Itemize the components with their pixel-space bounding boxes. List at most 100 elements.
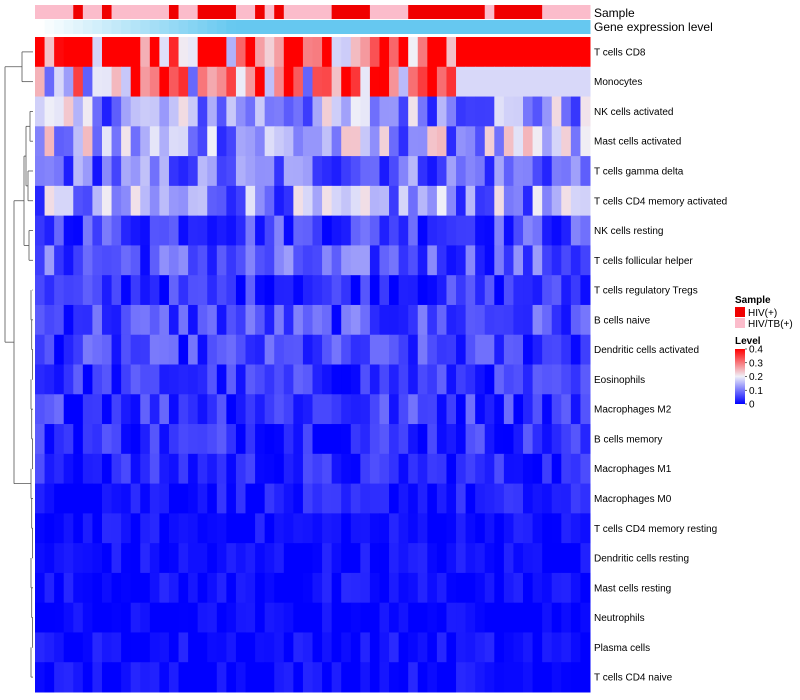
heatmap-cell bbox=[226, 394, 237, 425]
legend-level-tick-label: 0.3 bbox=[749, 358, 763, 369]
heatmap-cell bbox=[436, 215, 447, 246]
heatmap-cell bbox=[532, 424, 543, 455]
heatmap-cell bbox=[513, 483, 524, 514]
heatmap-cell bbox=[551, 453, 562, 485]
heatmap-cell bbox=[312, 632, 323, 663]
heatmap-cell bbox=[121, 96, 132, 127]
heatmap-cell bbox=[207, 334, 218, 365]
heatmap-cell bbox=[73, 483, 84, 514]
heatmap-cell bbox=[561, 185, 572, 217]
heatmap-cell bbox=[302, 185, 313, 217]
heatmap-cell bbox=[350, 543, 361, 574]
heatmap-cell bbox=[54, 185, 65, 217]
heatmap-cell bbox=[513, 364, 524, 395]
heatmap-cell bbox=[465, 37, 476, 68]
heatmap-cell bbox=[494, 304, 505, 336]
heatmap-cell bbox=[436, 572, 447, 604]
heatmap-cell bbox=[44, 96, 55, 127]
heatmap-cell bbox=[255, 185, 266, 217]
heatmap-cell bbox=[293, 37, 304, 68]
heatmap-cell bbox=[570, 185, 581, 217]
heatmap-cell bbox=[379, 364, 390, 395]
heatmap-cell bbox=[580, 632, 591, 663]
heatmap-cell bbox=[264, 483, 275, 514]
heatmap-cell bbox=[561, 483, 572, 514]
heatmap-cell bbox=[475, 483, 486, 514]
heatmap-cell bbox=[226, 453, 237, 485]
heatmap-cell bbox=[389, 572, 400, 604]
heatmap-cell bbox=[398, 126, 409, 157]
heatmap-cell bbox=[235, 632, 247, 663]
heatmap-cell bbox=[436, 126, 447, 157]
heatmap-cell bbox=[312, 66, 323, 98]
heatmap-cell bbox=[322, 126, 333, 157]
heatmap-cell bbox=[216, 364, 227, 395]
heatmap-cell bbox=[398, 66, 409, 98]
gene-annotation-cell bbox=[331, 20, 342, 34]
gene-annotation-cell bbox=[130, 20, 141, 34]
heatmap-cell bbox=[341, 66, 352, 98]
heatmap-cell bbox=[293, 334, 304, 365]
heatmap-cell bbox=[322, 483, 333, 514]
legend-swatch-hiv-tb bbox=[735, 318, 745, 328]
heatmap-cell bbox=[542, 334, 553, 365]
heatmap-cell bbox=[255, 364, 266, 395]
heatmap-cell bbox=[465, 66, 476, 98]
heatmap-cell bbox=[312, 364, 323, 395]
heatmap-cell bbox=[274, 394, 285, 425]
heatmap-cell bbox=[197, 215, 208, 246]
heatmap-cell bbox=[379, 96, 390, 127]
heatmap-cell bbox=[360, 453, 371, 485]
heatmap-cell bbox=[379, 632, 390, 663]
heatmap-cell bbox=[475, 394, 486, 425]
heatmap-cell bbox=[350, 126, 361, 157]
heatmap-cell bbox=[197, 185, 208, 217]
heatmap-cell bbox=[92, 66, 103, 98]
heatmap-cell bbox=[398, 632, 409, 663]
heatmap-cell bbox=[475, 126, 486, 157]
gene-annotation-cell bbox=[417, 20, 428, 34]
heatmap-cell bbox=[149, 275, 160, 306]
heatmap-cell bbox=[523, 453, 534, 485]
heatmap-cell bbox=[456, 364, 467, 395]
heatmap-cell bbox=[302, 483, 313, 514]
heatmap-cell bbox=[54, 424, 65, 455]
heatmap-cell bbox=[322, 215, 333, 246]
heatmap-cell bbox=[302, 632, 313, 663]
heatmap-cell bbox=[542, 543, 553, 574]
heatmap-cell bbox=[188, 304, 199, 336]
heatmap-cell bbox=[446, 394, 457, 425]
heatmap-cell bbox=[92, 483, 103, 514]
heatmap-cell bbox=[331, 513, 342, 544]
heatmap-cell bbox=[149, 215, 160, 246]
heatmap-cell bbox=[197, 156, 208, 187]
heatmap-cell bbox=[35, 453, 46, 485]
heatmap-cell bbox=[197, 483, 208, 514]
heatmap-cell bbox=[274, 37, 285, 68]
heatmap-cell bbox=[255, 483, 266, 514]
heatmap-cell bbox=[121, 424, 132, 455]
heatmap-cell bbox=[274, 66, 285, 98]
sample-annotation-cell bbox=[101, 5, 113, 19]
heatmap-cell bbox=[140, 185, 151, 217]
heatmap-cell bbox=[245, 453, 256, 485]
heatmap-cell bbox=[149, 334, 160, 365]
heatmap-cell bbox=[341, 126, 352, 157]
heatmap-cell bbox=[302, 394, 313, 425]
heatmap-cell bbox=[44, 37, 55, 68]
heatmap-cell bbox=[302, 572, 313, 604]
heatmap-cell bbox=[264, 424, 275, 455]
heatmap-cell bbox=[360, 37, 371, 68]
heatmap-cell bbox=[130, 304, 141, 336]
heatmap-cell bbox=[111, 602, 122, 633]
heatmap-cell bbox=[532, 334, 543, 365]
heatmap-cell bbox=[389, 37, 400, 68]
heatmap-cell bbox=[101, 602, 113, 633]
heatmap-cell bbox=[446, 245, 457, 276]
heatmap-cell bbox=[130, 245, 141, 276]
heatmap-cell bbox=[360, 96, 371, 127]
heatmap-cell bbox=[360, 304, 371, 336]
heatmap-cell bbox=[216, 66, 227, 98]
heatmap-cell bbox=[111, 304, 122, 336]
heatmap-cell bbox=[341, 453, 352, 485]
